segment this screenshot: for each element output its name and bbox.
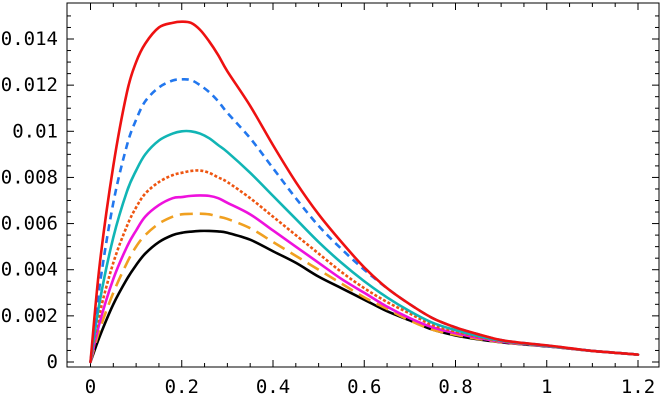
series-line-curve-2 (89, 78, 639, 363)
plot-border (66, 2, 660, 368)
y-tick-label: 0.014 (1, 28, 58, 50)
y-tick-label: 0 (47, 351, 58, 373)
x-axis-tick-labels: 0 0.2 0.4 0.6 0.8 1 1.2 (85, 376, 655, 398)
series-line-curve-3 (89, 129, 640, 364)
x-axis-ticks (90, 3, 639, 367)
y-tick-label: 0.008 (1, 166, 58, 188)
y-tick-label: 0.004 (1, 259, 58, 281)
plot-frame (66, 2, 660, 368)
series-line-curve-5 (89, 194, 640, 364)
x-tick-label: 0.6 (347, 376, 381, 398)
y-axis-tick-labels: 0 0.002 0.004 0.006 0.008 0.01 0.012 0.014 (1, 28, 58, 373)
x-tick-label: 0.8 (438, 376, 472, 398)
x-tick-label: 0.4 (256, 376, 290, 398)
y-tick-label: 0.01 (12, 120, 58, 142)
x-tick-label: 0 (85, 376, 96, 398)
series-layer (89, 20, 640, 364)
x-tick-label: 0.2 (165, 376, 199, 398)
y-tick-label: 0.012 (1, 74, 58, 96)
y-axis-ticks (67, 15, 659, 363)
series-line-curve-1 (89, 20, 640, 364)
x-tick-label: 1 (541, 376, 552, 398)
y-tick-label: 0.002 (1, 305, 58, 327)
y-tick-label: 0.006 (1, 213, 58, 235)
x-tick-label: 1.2 (621, 376, 655, 398)
